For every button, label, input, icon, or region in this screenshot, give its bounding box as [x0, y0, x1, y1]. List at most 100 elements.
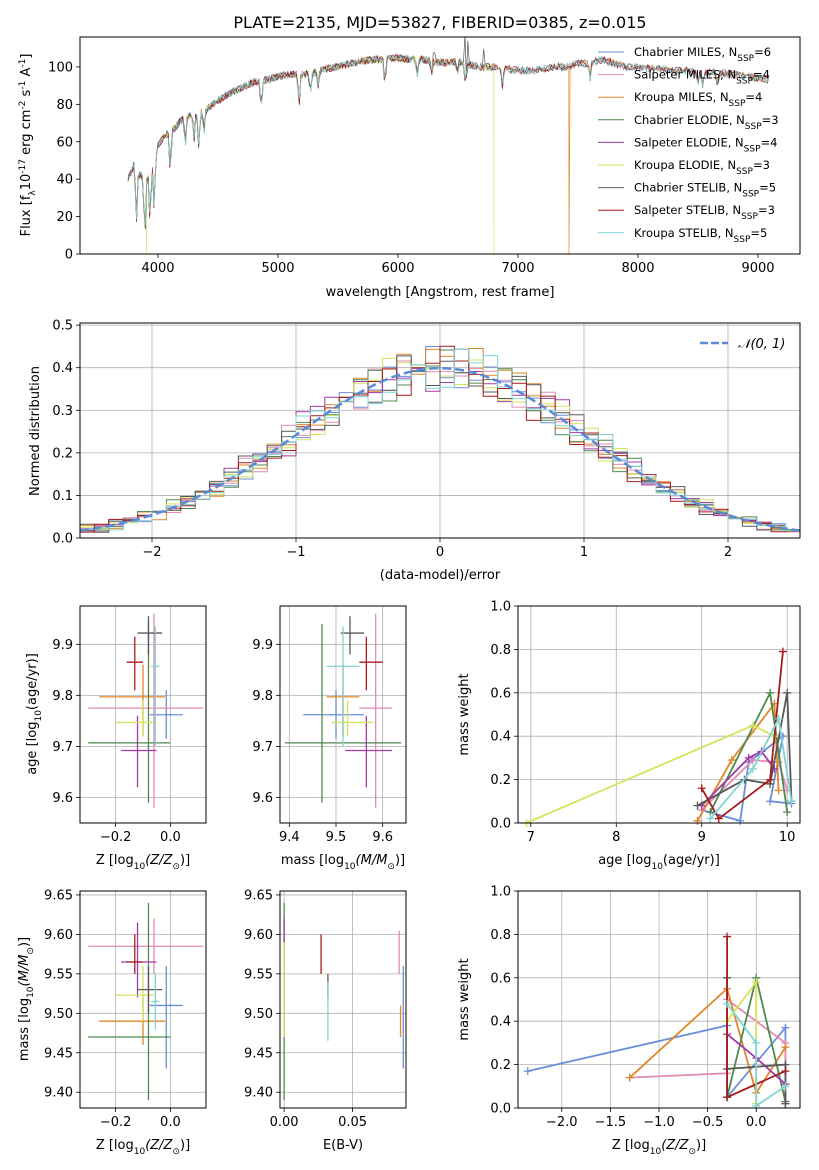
x-tick-label: −2 — [142, 545, 161, 560]
spectrum-line-chabrier-elodie — [127, 52, 495, 225]
legend-label: Chabrier STELIB, NSSP=5 — [634, 181, 776, 200]
weight-marker — [781, 1099, 790, 1108]
weight-marker — [736, 816, 745, 825]
x-tick-label: 0.00 — [270, 1115, 299, 1130]
label-part: (M/M — [17, 955, 32, 987]
y-tick-label: 0.1 — [52, 489, 73, 504]
axes-frame — [79, 605, 207, 824]
weight-marker — [778, 732, 787, 741]
axes-frame — [279, 605, 407, 824]
y-axis-label: age [log10(age/yr)] — [25, 653, 44, 775]
residuals-panel: −2 −1 0 1 2 0.0 0.1 0.2 0.3 0.4 0.5 (data-model)/er… — [28, 319, 801, 583]
weight-line — [709, 715, 793, 820]
axes-frame — [517, 605, 801, 824]
y-axis-label: Normed distribution — [28, 366, 43, 496]
mass-vs-metallicity-panel: −0.2 0.09.409.459.509.559.609.65Z [log10(… — [17, 888, 207, 1157]
label-part: =5 — [750, 226, 767, 240]
y-tick-label: 0.8 — [490, 928, 511, 943]
label-part: )] — [180, 1138, 190, 1153]
weight-marker — [766, 775, 775, 784]
age-vs-metallicity-panel: −0.2 0.09.69.79.89.9Z [log10(Z/Z⊙)]age [l… — [25, 605, 207, 872]
legend-label: Salpeter STELIB, NSSP=3 — [634, 203, 775, 222]
x-tick-label: 0.0 — [746, 1115, 767, 1130]
label-part: Chabrier STELIB, N — [634, 181, 742, 195]
y-tick-label: 9.55 — [44, 967, 73, 982]
label-part: =4 — [761, 135, 778, 149]
y-tick-label: 0.4 — [490, 730, 511, 745]
label-part: Z [log — [96, 853, 134, 868]
y-tick-label: 1.0 — [490, 885, 511, 900]
label-part: Chabrier ELODIE, N — [634, 113, 745, 127]
label-part: =3 — [753, 158, 770, 172]
label-part: =5 — [759, 181, 776, 195]
y-tick-label: 9.6 — [52, 791, 73, 806]
x-axis-label: age [log10(age/yr)] — [598, 853, 720, 872]
y-tick-label: 0.5 — [52, 319, 73, 334]
y-tick-label: 9.55 — [244, 967, 273, 982]
weight-line — [701, 750, 776, 807]
y-tick-label: 0.8 — [490, 643, 511, 658]
label-part: SSP — [736, 167, 753, 177]
x-tick-label: 9.6 — [372, 830, 393, 845]
weight-marker — [778, 647, 787, 656]
label-part: )] — [696, 1138, 706, 1153]
y-tick-label: 20 — [56, 210, 73, 225]
x-axis-label: Z [log10(Z/Z⊙)] — [96, 853, 190, 872]
y-axis-label: Flux [fλ10-17 erg cm-2 s-1 A-1] — [18, 54, 38, 237]
x-tick-label: 8 — [612, 830, 620, 845]
x-tick-label: −0.2 — [100, 1115, 132, 1130]
y-tick-label: 9.40 — [44, 1086, 73, 1101]
spectrum-line-chabrier-stelib — [127, 37, 770, 230]
legend-label: Kroupa MILES, NSSP=4 — [634, 90, 762, 109]
y-tick-label: 60 — [56, 135, 73, 150]
label-part: ⊙ — [172, 862, 180, 872]
legend-label: Salpeter MILES, NSSP=4 — [634, 68, 770, 87]
legend-label: 𝒩(0, 1) — [738, 337, 785, 352]
y-tick-label: 9.50 — [44, 1007, 73, 1022]
label-part: Kroupa STELIB, N — [634, 226, 734, 240]
x-tick-label: −2.0 — [546, 1115, 578, 1130]
y-tick-label: 9.65 — [244, 888, 273, 903]
mass-weight-vs-metallicity-panel: −2.0 −1.5 −1.0 −0.5 0.0 0.0 0.2 0.4 0.6 0.8 1.0 mas… — [457, 885, 801, 1157]
weight-marker — [766, 797, 775, 806]
x-tick-label: −1 — [286, 545, 305, 560]
label-part: 10 — [651, 862, 663, 872]
x-tick-label: 5000 — [261, 261, 294, 276]
weight-marker — [781, 1067, 790, 1076]
weight-marker — [697, 784, 706, 793]
spectrum-line-kroupa-miles — [127, 53, 770, 254]
figure-title: PLATE=2135, MJD=53827, FIBERID=0385, z=0… — [233, 13, 646, 32]
weight-marker — [774, 786, 783, 795]
y-tick-label: 0.0 — [490, 1102, 511, 1117]
x-tick-label: 10 — [779, 830, 796, 845]
label-part: Kroupa ELODIE, N — [634, 158, 736, 172]
label-part: Salpeter ELODIE, N — [634, 135, 744, 149]
weight-marker — [774, 714, 783, 723]
label-part: (Z/Z — [661, 1138, 689, 1153]
label-part: (M/M — [356, 853, 388, 868]
weight-line — [726, 1003, 786, 1108]
legend-label: Kroupa ELODIE, NSSP=3 — [634, 158, 770, 177]
label-part: Z [log — [612, 1138, 650, 1153]
x-tick-label: −0.2 — [100, 830, 132, 845]
y-tick-label: 9.65 — [44, 888, 73, 903]
x-tick-label: 9 — [698, 830, 706, 845]
x-axis-label: mass [log10(M/M⊙)] — [281, 853, 405, 872]
y-tick-label: 9.8 — [52, 689, 73, 704]
x-tick-label: 4000 — [141, 261, 174, 276]
gaussian-curve — [79, 366, 801, 532]
y-tick-label: 0.2 — [490, 1058, 511, 1073]
label-part: (age/yr)] — [663, 853, 720, 868]
label-part: SSP — [737, 54, 754, 64]
weight-marker — [766, 688, 775, 697]
label-part: (age/yr)] — [25, 653, 40, 710]
x-tick-label: −1.5 — [595, 1115, 627, 1130]
weight-marker — [749, 764, 757, 773]
axes-frame — [79, 36, 801, 255]
y-axis-label: mass weight — [457, 673, 472, 755]
label-part: ⊙ — [387, 862, 395, 872]
label-part: erg cm — [19, 110, 34, 159]
y-tick-label: 9.7 — [52, 740, 73, 755]
weight-marker — [787, 797, 796, 806]
label-part: 10 — [19, 174, 34, 191]
